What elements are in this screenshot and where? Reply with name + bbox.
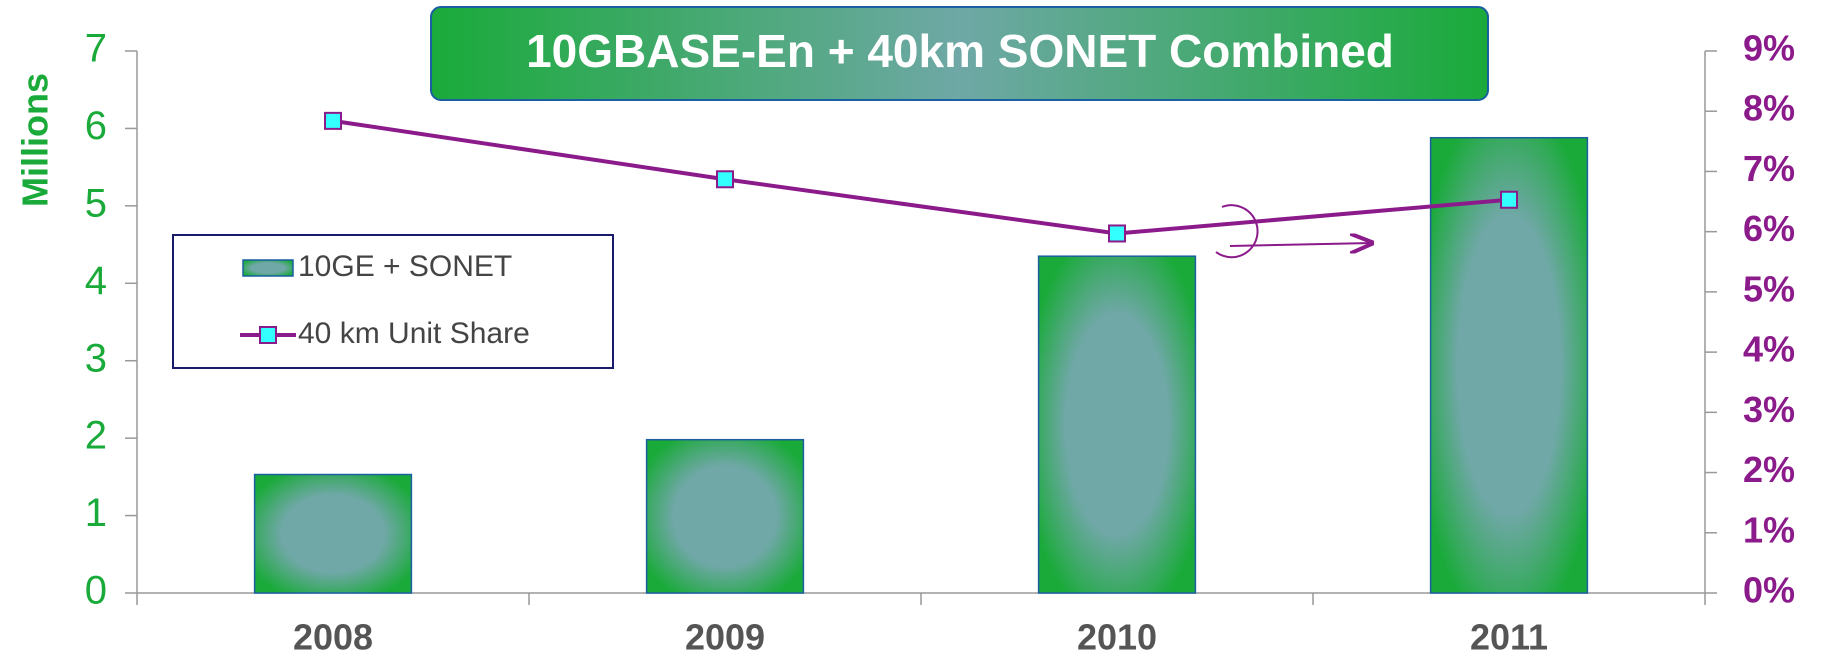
- y2-tick-label: 0%: [1743, 570, 1795, 611]
- y2-tick-label: 7%: [1743, 148, 1795, 189]
- marks: [253, 111, 1589, 594]
- axes: 0 1 2 3 4 5 6 7 0% 1% 2% 3% 4% 5% 6% 7% 8% 9% 2008 2009 2010…: [85, 27, 1795, 658]
- annotation-arc: [1215, 204, 1259, 259]
- y2-tick-label: 6%: [1743, 208, 1795, 249]
- y2-tick-label: 8%: [1743, 88, 1795, 129]
- bar: [1037, 255, 1197, 594]
- y-tick-label: 1: [85, 491, 107, 535]
- legend-box: [172, 234, 614, 369]
- y-tick-label: 7: [85, 27, 107, 71]
- y2-tick-label: 4%: [1743, 329, 1795, 370]
- x-tick-label: 2010: [1077, 617, 1157, 658]
- marker: [1500, 190, 1518, 209]
- legend-label: 10GE + SONET: [298, 250, 512, 283]
- annotation-arrow: [1229, 243, 1372, 246]
- y2-tick-label: 2%: [1743, 449, 1795, 490]
- y-tick-label: 5: [85, 181, 107, 225]
- x-tick-label: 2008: [293, 617, 373, 658]
- marker: [324, 111, 342, 130]
- marker: [716, 170, 734, 189]
- legend-marker: [259, 326, 277, 344]
- y2-tick-label: 1%: [1743, 509, 1795, 550]
- bar: [645, 438, 805, 594]
- x-tick-label: 2009: [685, 617, 765, 658]
- y-axis-label: Millions: [15, 73, 56, 207]
- line: [332, 118, 1510, 236]
- legend-label: 40 km Unit Share: [298, 317, 530, 350]
- bar: [253, 473, 413, 594]
- bar: [1429, 136, 1589, 594]
- marker: [1108, 224, 1126, 243]
- legend: 10GE + SONET 40 km Unit Share: [172, 234, 614, 369]
- y2-tick-label: 5%: [1743, 268, 1795, 309]
- x-tick-label: 2011: [1470, 617, 1548, 658]
- y2-tick-label: 3%: [1743, 389, 1795, 430]
- y-tick-label: 3: [85, 336, 107, 380]
- y2-tick-label: 9%: [1743, 28, 1795, 69]
- y-tick-label: 4: [85, 259, 107, 303]
- y-tick-label: 6: [85, 104, 107, 148]
- chart-title: 10GBASE-En + 40km SONET Combined: [526, 25, 1394, 77]
- y-tick-label: 0: [85, 569, 107, 613]
- legend-swatch: [242, 259, 294, 277]
- y-tick-label: 2: [85, 414, 107, 458]
- title-box: [430, 6, 1489, 101]
